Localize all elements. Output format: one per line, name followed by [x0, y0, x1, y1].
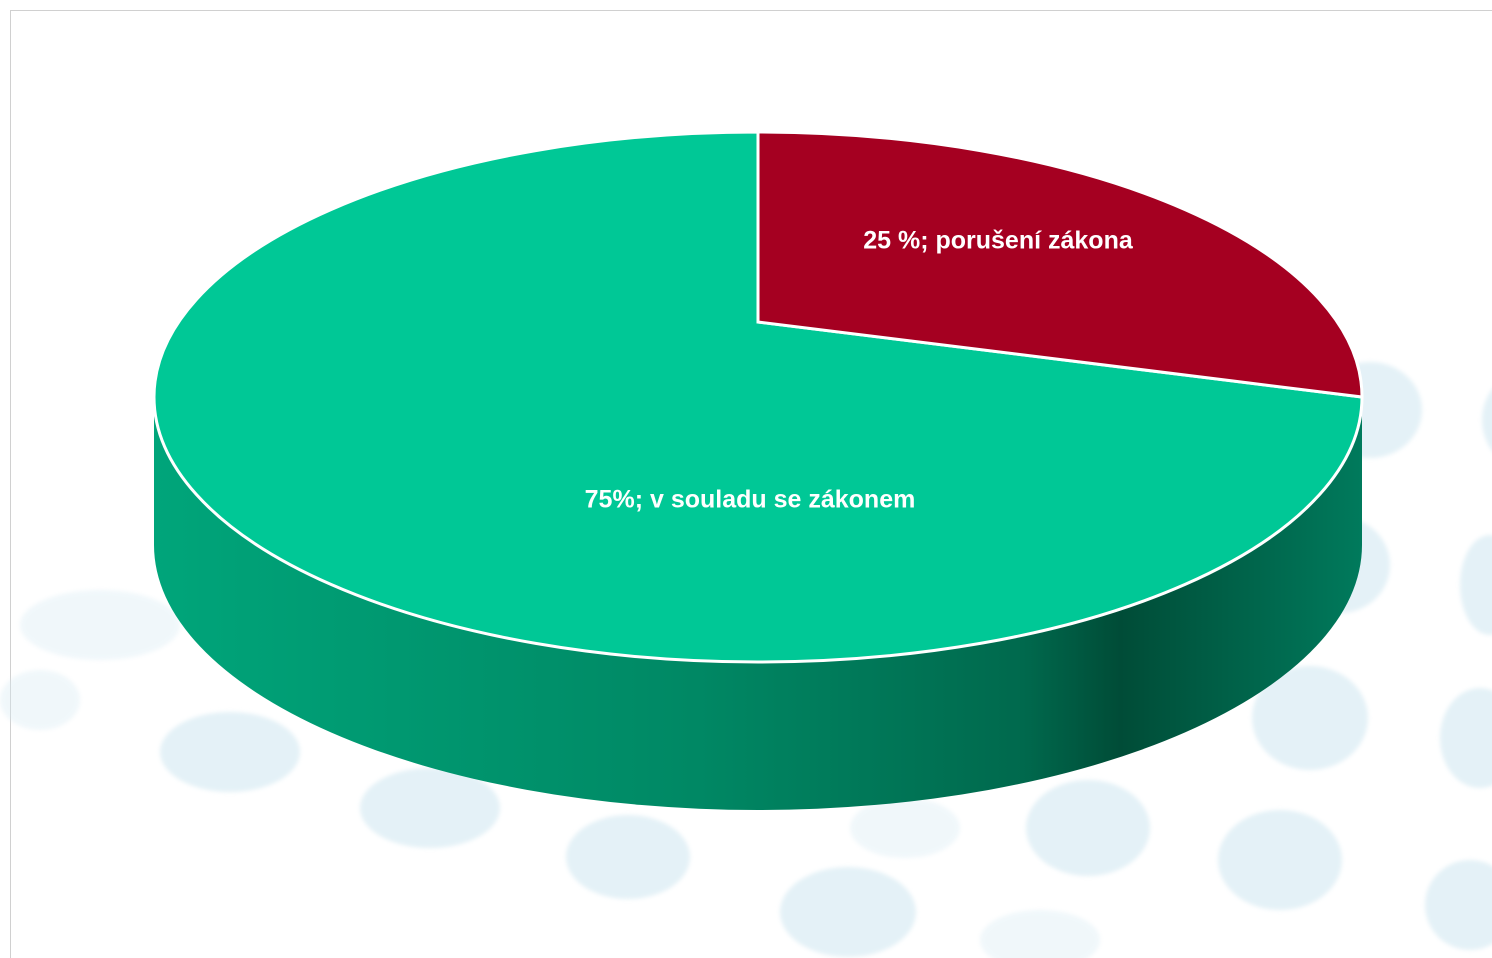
slice-label-violation: 25 %; porušení zákona	[863, 227, 1134, 255]
background-dot	[1218, 810, 1342, 910]
chart-frame	[10, 10, 1492, 958]
background-dot	[980, 910, 1100, 958]
background-dot	[1440, 688, 1492, 788]
pie-side-wall	[154, 397, 1362, 810]
background-dot	[850, 798, 960, 858]
background-dot	[1425, 860, 1492, 950]
background-dot	[160, 712, 300, 792]
slice-labels: 75%; v souladu se zákonem 25 %; porušení …	[585, 227, 1134, 514]
slice-label-compliant: 75%; v souladu se zákonem	[585, 486, 916, 514]
background-dot	[1252, 666, 1368, 770]
background-dot	[20, 590, 180, 660]
background-dot	[1026, 780, 1150, 876]
pie-slice-violation	[756, 130, 1364, 399]
background-dot	[1482, 389, 1492, 451]
pie-slices	[152, 130, 1364, 664]
pie-slice-compliant	[152, 130, 1364, 664]
background-dot	[360, 768, 500, 848]
background-dot	[0, 670, 80, 730]
background-dot	[566, 815, 690, 899]
background-dot	[1460, 535, 1492, 635]
background-dot	[780, 867, 916, 957]
